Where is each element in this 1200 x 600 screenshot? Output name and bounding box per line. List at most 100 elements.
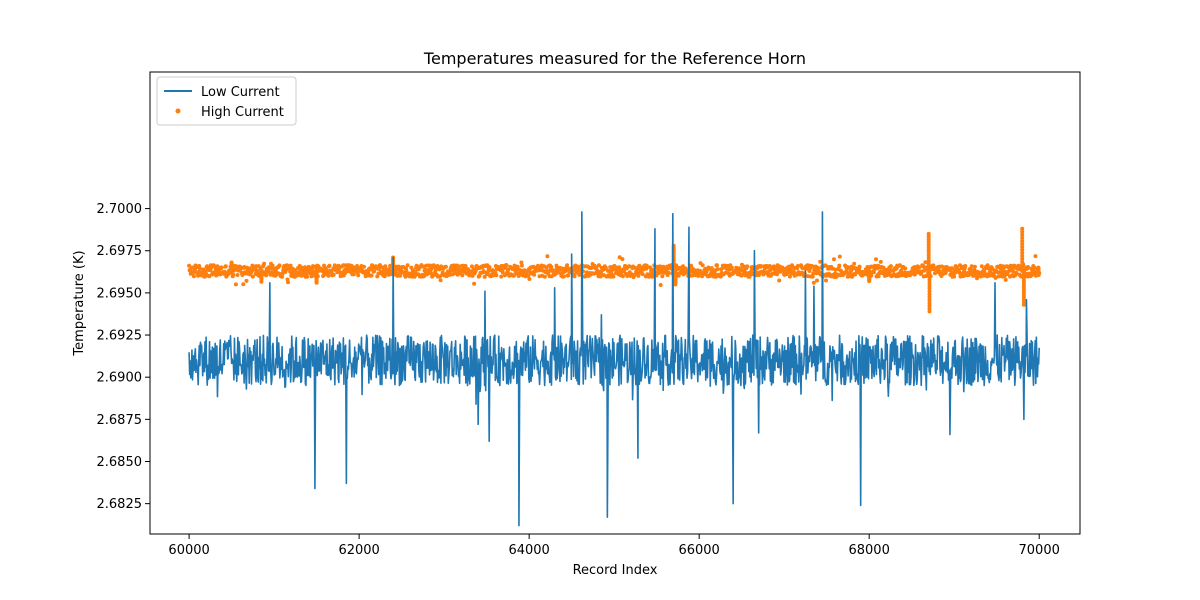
high-current-point	[1021, 302, 1026, 307]
high-current-point	[1020, 238, 1025, 243]
y-tick-label: 2.7000	[97, 202, 143, 217]
high-current-point	[832, 257, 836, 262]
high-current-point	[388, 263, 393, 268]
high-current-point	[280, 274, 285, 279]
high-current-point	[816, 265, 820, 270]
high-current-point	[460, 273, 465, 278]
high-current-point	[324, 267, 329, 272]
high-current-point	[1014, 270, 1019, 275]
high-current-point	[244, 278, 249, 283]
high-current-point	[305, 274, 310, 279]
high-current-point	[627, 264, 632, 269]
legend-high-current-label: High Current	[201, 105, 284, 120]
high-current-point	[927, 280, 932, 285]
high-current-point	[987, 273, 992, 278]
high-current-point	[423, 267, 428, 272]
high-current-point	[241, 282, 246, 287]
high-current-point	[482, 274, 487, 279]
y-tick-label: 2.6950	[97, 286, 143, 301]
high-current-point	[219, 265, 224, 270]
high-current-point	[952, 274, 957, 279]
high-current-point	[1020, 229, 1025, 234]
high-current-point	[405, 263, 410, 268]
high-current-point	[876, 274, 881, 279]
high-current-point	[598, 274, 603, 279]
series-layer	[187, 211, 1042, 527]
high-current-point	[500, 270, 505, 275]
high-current-point	[997, 274, 1002, 279]
high-current-point	[729, 265, 734, 270]
high-current-point	[380, 265, 385, 270]
high-current-point	[888, 264, 893, 269]
high-current-point	[369, 273, 374, 278]
y-tick-label: 2.6875	[97, 413, 143, 428]
x-tick-label: 64000	[508, 543, 549, 558]
high-current-point	[927, 309, 932, 314]
high-current-point	[811, 271, 816, 276]
high-current-point	[527, 277, 532, 281]
high-current-point	[1020, 259, 1025, 264]
high-current-point	[927, 286, 932, 291]
high-current-point	[927, 292, 932, 297]
high-current-point	[926, 231, 931, 236]
high-current-point	[383, 264, 388, 269]
high-current-point	[815, 278, 819, 283]
high-current-point	[963, 264, 968, 268]
high-current-point	[673, 282, 678, 287]
high-current-point	[597, 263, 601, 268]
high-current-point	[924, 274, 928, 278]
high-current-point	[853, 272, 858, 277]
high-current-point	[1020, 266, 1025, 270]
high-current-point	[620, 257, 625, 262]
high-current-point	[878, 259, 883, 264]
legend: Low Current High Current	[156, 76, 297, 126]
high-current-point	[1020, 226, 1025, 231]
high-current-point	[810, 274, 815, 279]
plot-frame	[149, 71, 1081, 535]
high-current-point	[212, 270, 217, 275]
high-current-point	[566, 273, 571, 278]
high-current-point	[809, 263, 814, 268]
x-tick-label: 66000	[678, 543, 719, 558]
high-current-point	[759, 264, 764, 269]
high-current-point	[917, 265, 921, 270]
high-current-point	[715, 267, 720, 272]
high-current-point	[215, 264, 220, 269]
y-axis: 2.6825 2.6850 2.6875 2.6900 2.6925 2.6950 2.69…	[97, 202, 150, 512]
high-current-point	[823, 263, 828, 268]
high-current-point	[897, 263, 902, 268]
high-current-point	[1032, 265, 1037, 270]
high-current-point	[715, 263, 719, 268]
high-current-point	[874, 257, 878, 262]
high-current-point	[572, 274, 577, 279]
high-current-point	[1020, 253, 1025, 258]
high-current-point	[494, 273, 499, 278]
high-current-point	[545, 254, 550, 259]
high-current-point	[644, 263, 649, 268]
high-current-point	[235, 273, 240, 277]
high-current-point	[852, 261, 857, 266]
high-current-point	[666, 270, 671, 275]
high-current-point	[467, 273, 472, 278]
high-current-point	[223, 264, 228, 269]
high-current-point	[511, 273, 516, 278]
y-axis-label: Temperature (K)	[72, 250, 87, 356]
high-current-point	[988, 270, 993, 275]
high-current-point	[286, 280, 290, 285]
x-tick-label: 60000	[168, 543, 209, 558]
high-current-point	[923, 260, 928, 265]
high-current-point	[1020, 241, 1025, 246]
high-current-point	[515, 264, 520, 269]
high-current-point	[927, 269, 932, 273]
high-current-point	[787, 274, 792, 279]
high-current-point	[519, 260, 524, 265]
high-current-point	[957, 270, 962, 275]
high-current-point	[912, 265, 917, 270]
high-current-point	[636, 273, 641, 278]
high-current-point	[584, 270, 589, 275]
high-current-point	[603, 265, 608, 270]
high-current-point	[1003, 277, 1008, 282]
high-current-point	[546, 270, 551, 275]
high-current-point	[254, 268, 259, 273]
high-current-point	[650, 274, 655, 279]
